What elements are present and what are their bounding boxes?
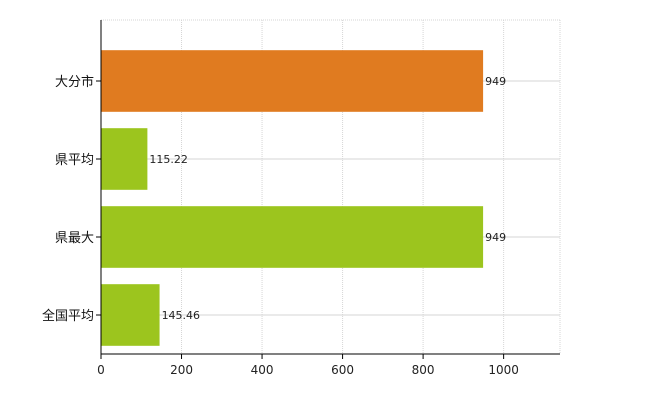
data-label: 949 [485, 231, 506, 244]
data-labels: 949 115.22 949 145.46 [149, 75, 506, 322]
category-label: 県最大 [55, 231, 94, 246]
axes [100, 20, 560, 355]
bars [101, 50, 484, 346]
data-label: 115.22 [149, 153, 188, 166]
bar [101, 50, 484, 112]
x-tick-label: 200 [170, 363, 193, 377]
x-tick-label: 600 [331, 363, 354, 377]
category-label: 全国平均 [42, 308, 94, 324]
bar [101, 128, 148, 190]
category-label: 県平均 [55, 153, 94, 168]
x-tick-label: 800 [412, 363, 435, 377]
category-label: 大分市 [55, 74, 94, 90]
x-tick-label: 400 [251, 363, 274, 377]
data-label: 949 [485, 75, 506, 88]
x-tick-label: 1000 [488, 363, 519, 377]
x-tick-label: 0 [97, 363, 105, 377]
bar [101, 284, 160, 346]
data-label: 145.46 [162, 309, 201, 322]
bar [101, 206, 484, 268]
x-axis-ticks: 0 200 400 600 800 1000 [97, 354, 519, 377]
